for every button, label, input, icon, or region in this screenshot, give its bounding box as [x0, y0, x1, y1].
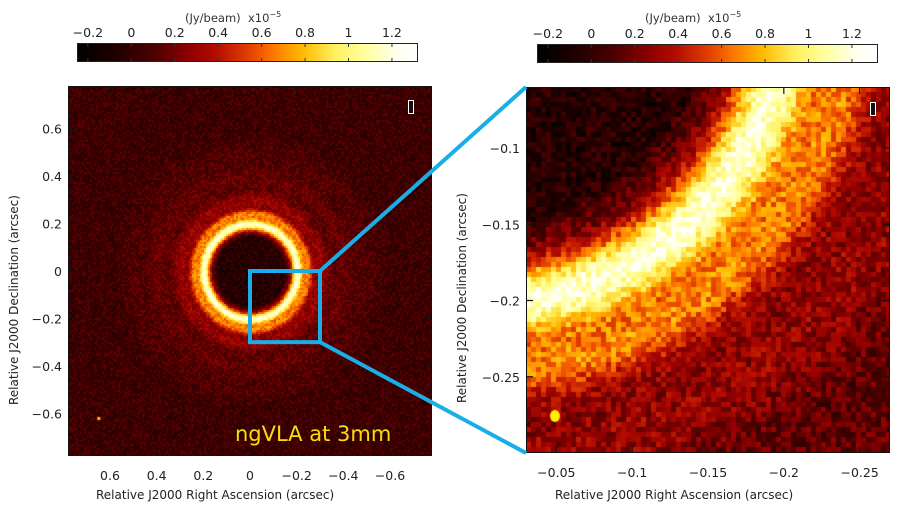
colorbar-tick-label: 0	[587, 26, 595, 41]
x-tick-label: −0.05	[537, 465, 575, 480]
stokes-i-marker-right	[870, 102, 876, 116]
y-tick-label: −0.4	[32, 359, 62, 374]
x-tick-label: −0.6	[375, 468, 405, 483]
zoom-connector-bottom	[319, 340, 527, 455]
colorbar-right-unit: (Jy/beam)	[645, 10, 701, 25]
x-tick-label: −0.2	[769, 465, 799, 480]
x-tick-label: −0.25	[841, 465, 879, 480]
colorbar-right-title: (Jy/beam) x10−5	[645, 10, 741, 25]
colorbar-tick-label: 0.6	[712, 26, 732, 41]
colorbar-left-gradient	[77, 43, 418, 62]
y-tick-label: 0	[54, 264, 62, 279]
zoom-box	[248, 269, 322, 345]
colorbar-tick-label: 0.6	[252, 25, 272, 40]
x-tick-label: −0.1	[617, 465, 647, 480]
x-tick-label: 0.2	[193, 468, 213, 483]
x-tick-label: 0	[246, 468, 254, 483]
colorbar-tick-label: −0.2	[73, 25, 103, 40]
colorbar-tick-label: 1.2	[382, 25, 402, 40]
ngvla-annotation: ngVLA at 3mm	[235, 422, 392, 446]
right-zoom-panel	[526, 87, 890, 453]
colorbar-tick-label: 0.4	[208, 25, 228, 40]
x-tick-label: 0.4	[147, 468, 167, 483]
colorbar-left-scale: x10	[247, 10, 270, 25]
colorbar-right-exponent: −5	[729, 10, 742, 19]
colorbar-tick-label: 0.8	[295, 25, 315, 40]
colorbar-left-title: (Jy/beam) x10−5	[185, 10, 281, 25]
y-tick-label: 0.2	[42, 217, 62, 232]
colorbar-tick-label: 0.2	[625, 26, 645, 41]
colorbar-tick-label: 1	[345, 25, 353, 40]
colorbar-left-unit: (Jy/beam)	[185, 10, 241, 25]
x-tick-label: −0.2	[281, 468, 311, 483]
right-x-axis-label: Relative J2000 Right Ascension (arcsec)	[555, 488, 794, 502]
y-tick-label: −0.6	[32, 406, 62, 421]
right-zoom-image	[527, 88, 889, 452]
colorbar-tick-label: 0.4	[668, 26, 688, 41]
x-tick-label: −0.15	[689, 465, 727, 480]
colorbar-tick-label: 0.2	[165, 25, 185, 40]
y-tick-label: −0.25	[482, 370, 520, 385]
x-tick-label: 0.6	[100, 468, 120, 483]
stokes-i-marker-left	[408, 100, 414, 114]
colorbar-tick-label: −0.2	[533, 26, 563, 41]
colorbar-right-gradient	[537, 44, 878, 63]
colorbar-right-scale: x10	[707, 10, 730, 25]
colorbar-tick-label: 1	[805, 26, 813, 41]
y-tick-label: −0.15	[482, 217, 520, 232]
y-tick-label: −0.1	[490, 141, 520, 156]
colorbar-tick-label: 0	[127, 25, 135, 40]
left-x-axis-label: Relative J2000 Right Ascension (arcsec)	[96, 488, 335, 502]
y-tick-label: −0.2	[490, 294, 520, 309]
colorbar-tick-label: 1.2	[842, 26, 862, 41]
y-tick-label: −0.2	[32, 311, 62, 326]
zoom-connector-top	[318, 85, 528, 273]
y-tick-label: 0.6	[42, 122, 62, 137]
y-tick-label: 0.4	[42, 169, 62, 184]
colorbar-tick-label: 0.8	[755, 26, 775, 41]
x-tick-label: −0.4	[328, 468, 358, 483]
colorbar-left-exponent: −5	[269, 10, 282, 19]
